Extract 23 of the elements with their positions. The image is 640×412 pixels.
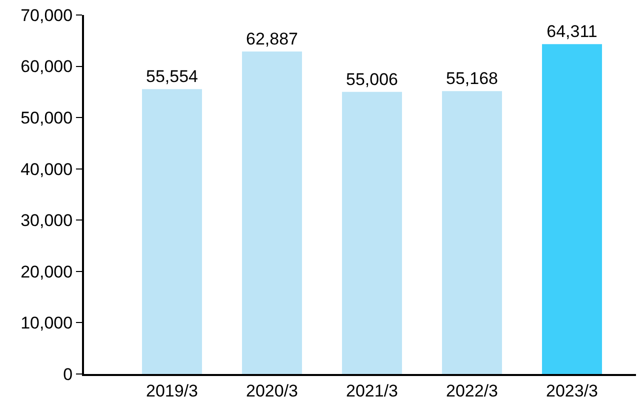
data-label: 64,311 xyxy=(546,22,598,42)
data-label: 55,554 xyxy=(146,67,198,86)
y-tick-label: 10,000 xyxy=(20,314,73,333)
y-tick-label: 50,000 xyxy=(20,108,73,128)
data-label: 55,006 xyxy=(346,70,398,89)
x-tick-label: 2021/3 xyxy=(346,381,398,400)
bar xyxy=(142,89,202,374)
x-tick-label: 2020/3 xyxy=(246,381,298,400)
bar xyxy=(242,51,302,374)
y-tick-label: 60,000 xyxy=(20,57,73,76)
y-tick-label: 30,000 xyxy=(20,211,73,230)
x-tick-label: 2019/3 xyxy=(146,381,198,400)
bar xyxy=(442,91,502,374)
data-label: 55,168 xyxy=(446,69,498,88)
bar xyxy=(542,44,602,374)
x-tick-label: 2023/3 xyxy=(546,381,598,400)
x-tick-label: 2022/3 xyxy=(446,381,498,400)
y-tick-label: 0 xyxy=(63,364,73,384)
y-tick-label: 20,000 xyxy=(20,262,73,282)
bar xyxy=(342,92,402,374)
data-label: 62,887 xyxy=(246,29,298,48)
y-tick-label: 70,000 xyxy=(20,6,73,25)
y-tick-label: 40,000 xyxy=(20,160,73,179)
